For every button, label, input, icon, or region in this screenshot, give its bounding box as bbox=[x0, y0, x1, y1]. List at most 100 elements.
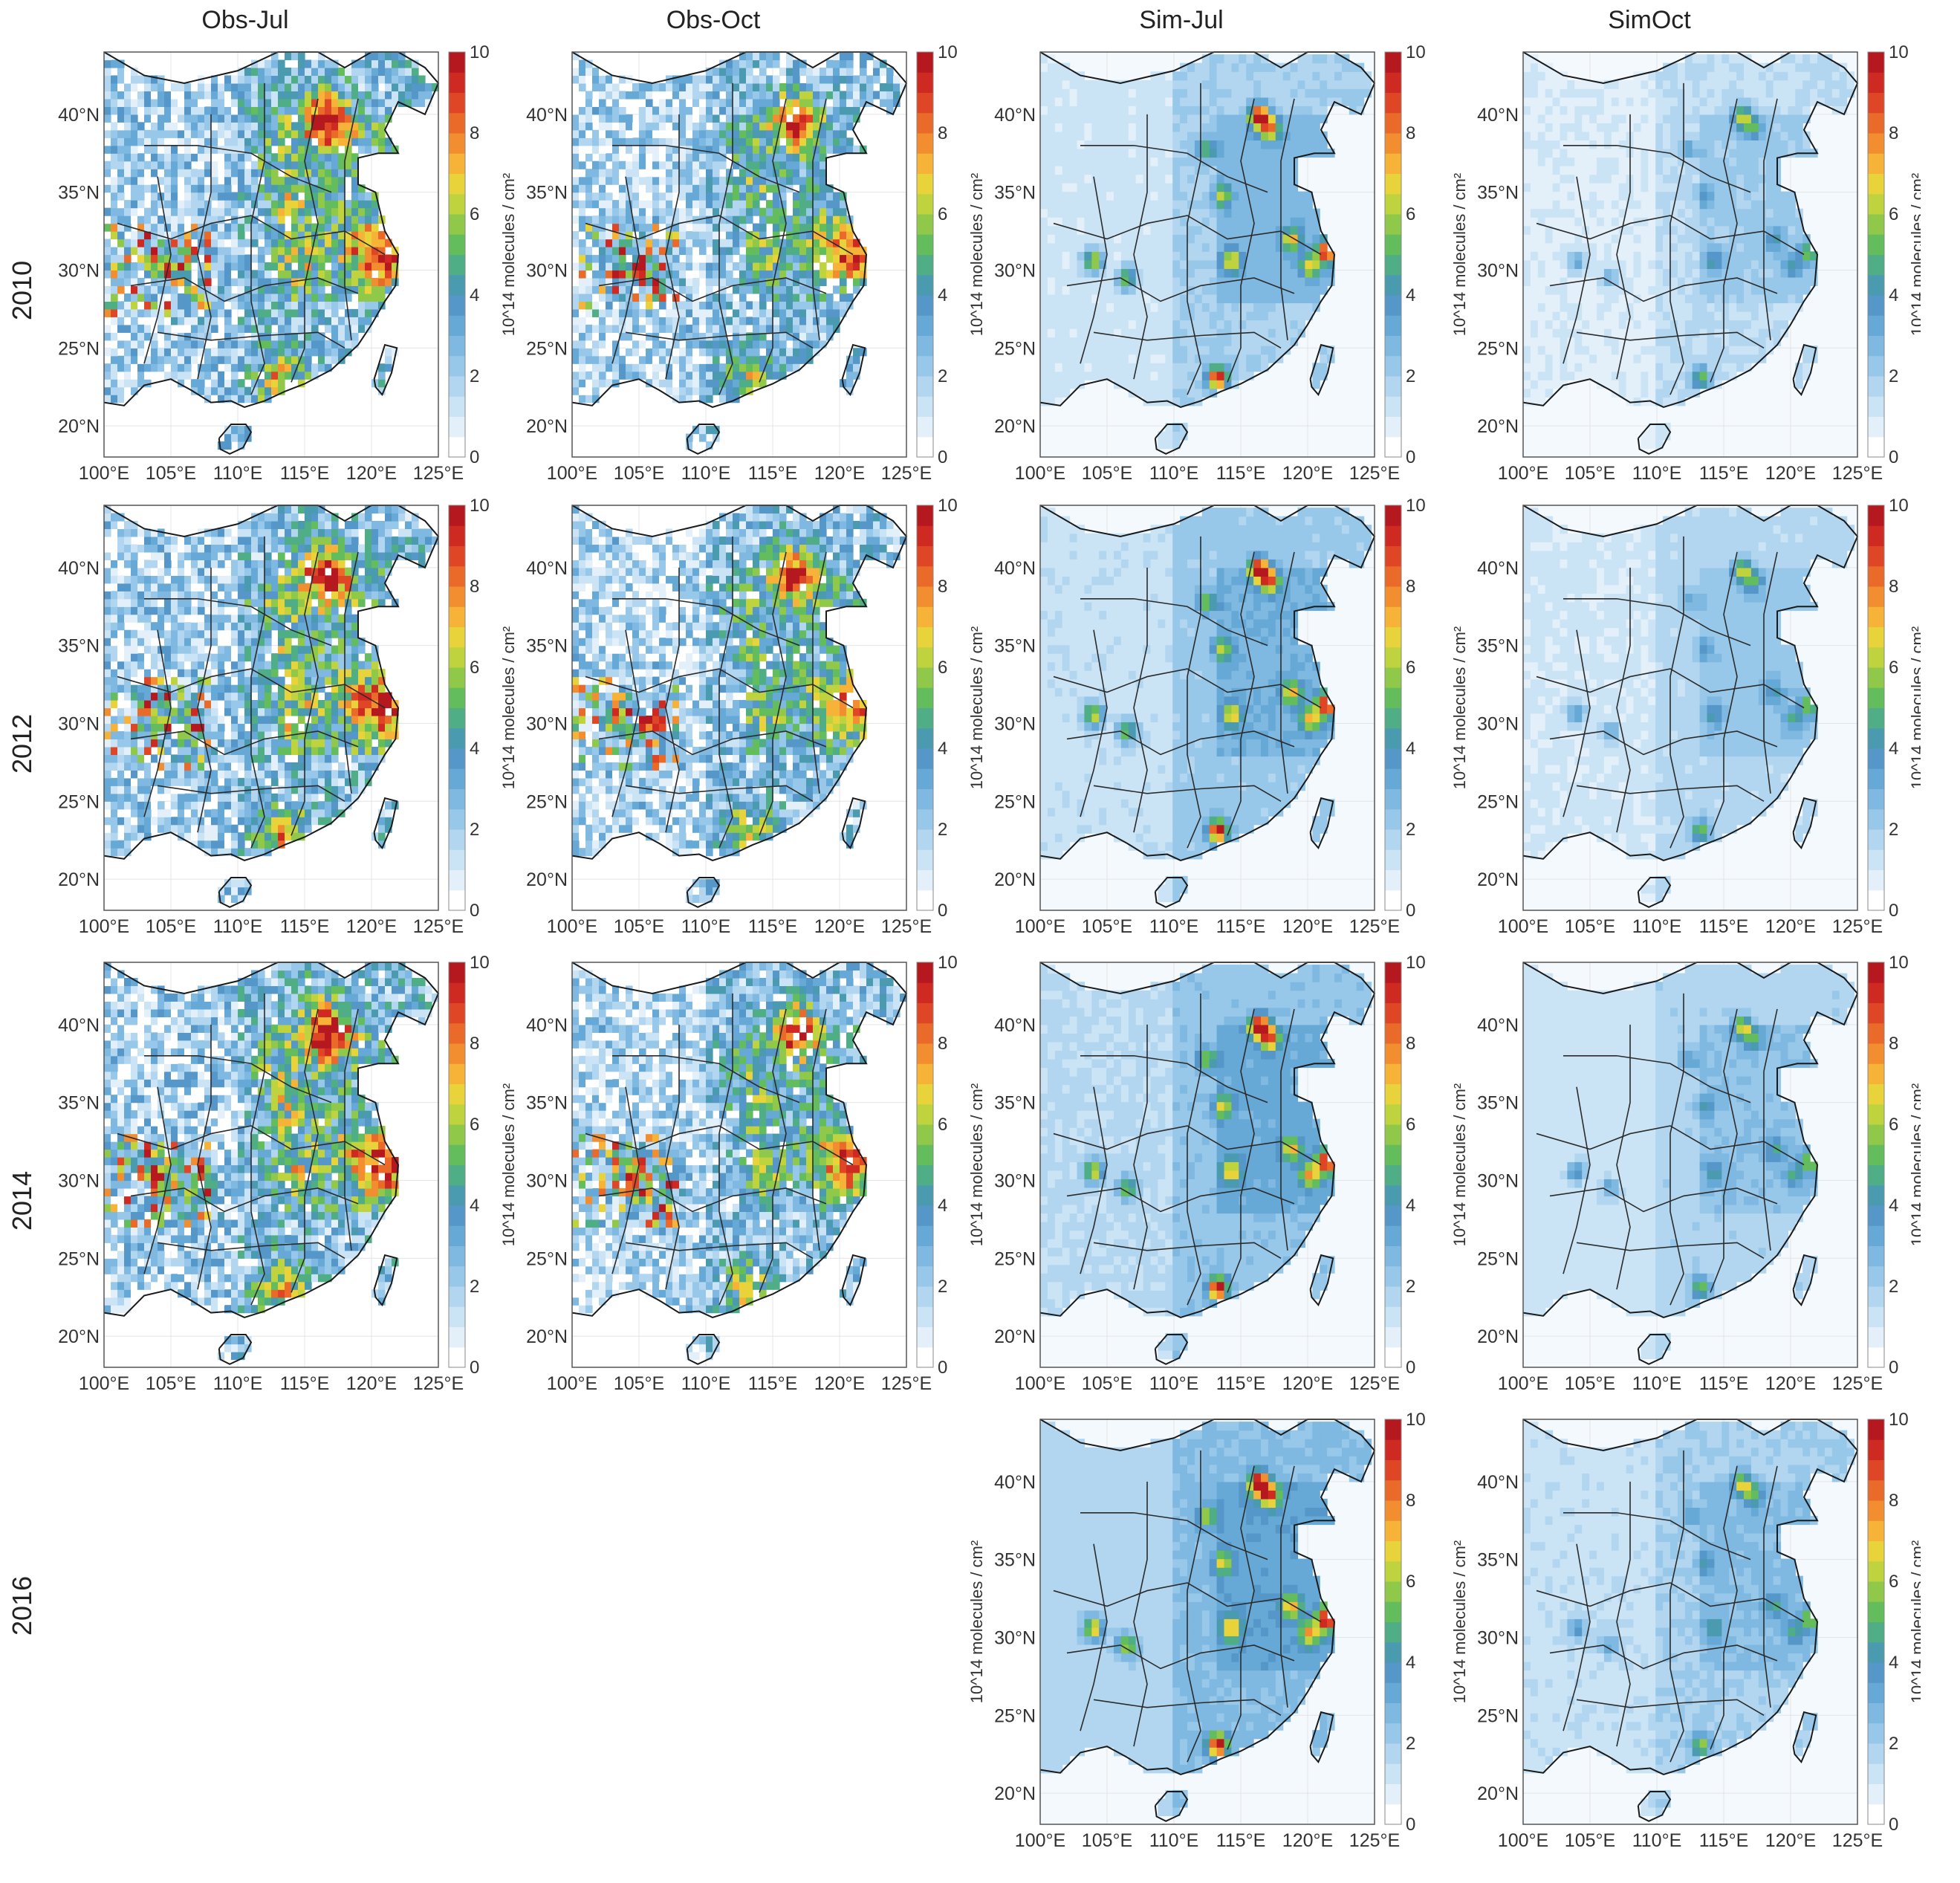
colorbar-segment bbox=[917, 788, 933, 810]
lon-tick-label: 110°E bbox=[681, 1373, 731, 1394]
lon-tick-label: 105°E bbox=[1565, 916, 1615, 937]
colorbar-segment bbox=[1385, 1043, 1401, 1064]
colorbar-unit-label-left: 10^14 molecules / cm² bbox=[1450, 626, 1469, 789]
row-year-text: 2016 bbox=[7, 1576, 38, 1636]
province-boundary bbox=[1227, 98, 1255, 383]
province-boundary bbox=[1066, 1644, 1295, 1670]
lat-tick-label: 40°N bbox=[994, 558, 1036, 579]
province-boundary bbox=[611, 629, 640, 817]
column-title-sim_oct: SimOct bbox=[1486, 6, 1813, 35]
lat-tick-label: 30°N bbox=[994, 260, 1036, 281]
colorbar-tick-label: 4 bbox=[1406, 285, 1415, 305]
taiwan-outline bbox=[373, 1254, 398, 1307]
colorbar-segment bbox=[1868, 1783, 1884, 1805]
map-svg: 100°E 105°E 110°E 115°E 120°E 125°E 20°N 25°N 30… bbox=[499, 498, 958, 937]
colorbar-segment bbox=[449, 1326, 465, 1348]
colorbar-segment bbox=[449, 565, 465, 587]
colorbar-segment bbox=[1868, 768, 1884, 789]
province-boundary bbox=[812, 551, 827, 794]
colorbar-segment bbox=[1868, 525, 1884, 546]
province-boundary bbox=[1563, 629, 1591, 817]
colorbar-frame bbox=[1384, 51, 1402, 458]
lon-tick-label: 120°E bbox=[1765, 916, 1816, 937]
colorbar-segment bbox=[917, 335, 933, 357]
colorbar-segment bbox=[1868, 982, 1884, 1003]
lat-tick-label: 20°N bbox=[526, 416, 568, 437]
colorbar-segment bbox=[449, 92, 465, 114]
colorbar-tick-label: 6 bbox=[470, 1115, 479, 1135]
lon-tick-label: 125°E bbox=[881, 916, 932, 937]
province-boundary bbox=[1563, 597, 1751, 646]
lat-tick-label: 25°N bbox=[994, 1705, 1036, 1726]
colorbar-tick-label: 0 bbox=[1889, 1358, 1898, 1378]
province-boundary bbox=[612, 597, 800, 646]
lon-tick-label: 115°E bbox=[748, 916, 798, 937]
colorbar-segment bbox=[449, 193, 465, 215]
colorbar-segment bbox=[1385, 1306, 1401, 1327]
province-boundary bbox=[291, 1008, 319, 1293]
colorbar-segment bbox=[1385, 1621, 1401, 1643]
lat-tick-label: 20°N bbox=[58, 1326, 100, 1347]
colorbar: 0 2 4 6 8 10 bbox=[916, 498, 958, 921]
province-boundary bbox=[1187, 82, 1201, 395]
lon-tick-label: 115°E bbox=[1216, 1373, 1266, 1394]
province-boundary bbox=[157, 785, 345, 802]
colorbar-segment bbox=[1385, 505, 1401, 526]
lat-tick-label: 30°N bbox=[1477, 1170, 1519, 1191]
province-boundary bbox=[1710, 1465, 1738, 1750]
province-boundary bbox=[1066, 277, 1295, 302]
colorbar-segment bbox=[917, 606, 933, 627]
colorbar-segment bbox=[1385, 808, 1401, 830]
colorbar-tick-label: 2 bbox=[470, 366, 479, 386]
taiwan-outline bbox=[841, 343, 866, 397]
colorbar-tick-label: 4 bbox=[1406, 739, 1415, 759]
colorbar-frame bbox=[1384, 962, 1402, 1368]
map-svg: 100°E 105°E 110°E 115°E 120°E 125°E 20°N 25°N 30… bbox=[1450, 1412, 1921, 1851]
colorbar-segment bbox=[1868, 545, 1884, 567]
colorbar-segment bbox=[1385, 1164, 1401, 1186]
colorbar-segment bbox=[1385, 1419, 1401, 1440]
colorbar-frame bbox=[448, 505, 466, 911]
colorbar-tick-label: 8 bbox=[1406, 1491, 1415, 1511]
colorbar-tick-label: 10 bbox=[1889, 45, 1909, 62]
colorbar-tick-label: 4 bbox=[938, 285, 947, 305]
colorbar-segment bbox=[1868, 606, 1884, 627]
colorbar-segment bbox=[917, 92, 933, 114]
province-boundary bbox=[759, 1008, 787, 1293]
colorbar-segment bbox=[1385, 1326, 1401, 1348]
colorbar-segment bbox=[1385, 1783, 1401, 1805]
colorbar-segment bbox=[917, 72, 933, 93]
colorbar-tick-label: 8 bbox=[1889, 577, 1898, 597]
colorbar-segment bbox=[449, 586, 465, 607]
colorbar-tick-label: 0 bbox=[1889, 901, 1898, 921]
colorbar-segment bbox=[917, 586, 933, 607]
lon-tick-label: 100°E bbox=[1498, 1373, 1548, 1394]
lat-tick-label: 40°N bbox=[58, 1015, 100, 1036]
lat-tick-label: 30°N bbox=[994, 1627, 1036, 1648]
colorbar-segment bbox=[917, 1326, 933, 1348]
colorbar-segment bbox=[449, 1043, 465, 1064]
province-boundary bbox=[598, 730, 827, 756]
lon-tick-label: 120°E bbox=[1282, 916, 1333, 937]
concentration-field bbox=[104, 505, 439, 904]
colorbar-segment bbox=[1385, 1702, 1401, 1724]
colorbar-segment bbox=[1868, 1124, 1884, 1145]
province-boundary bbox=[1669, 1450, 1684, 1763]
colorbar-segment bbox=[1868, 1581, 1884, 1602]
lon-tick-label: 120°E bbox=[814, 1373, 865, 1394]
hainan-outline bbox=[1637, 423, 1672, 455]
lon-tick-label: 125°E bbox=[1832, 1830, 1883, 1851]
colorbar-segment bbox=[1385, 416, 1401, 438]
lat-tick-label: 30°N bbox=[58, 260, 100, 281]
lon-tick-label: 115°E bbox=[1699, 1830, 1749, 1851]
colorbar-segment bbox=[1868, 72, 1884, 93]
colorbar-tick-label: 6 bbox=[938, 658, 947, 678]
concentration-field bbox=[572, 962, 907, 1361]
colorbar-segment bbox=[1868, 849, 1884, 870]
colorbar-segment bbox=[1868, 396, 1884, 417]
colorbar-segment bbox=[1385, 1540, 1401, 1562]
colorbar-segment bbox=[1385, 1439, 1401, 1460]
map-svg: 100°E 105°E 110°E 115°E 120°E 125°E 20°N 25°N 30… bbox=[58, 955, 490, 1394]
colorbar-frame bbox=[1867, 505, 1885, 911]
lon-tick-label: 100°E bbox=[79, 916, 129, 937]
